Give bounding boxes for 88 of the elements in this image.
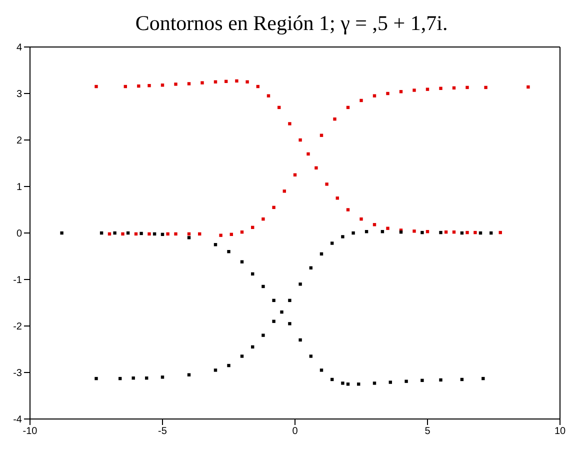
point bbox=[288, 298, 292, 302]
x-tick-label: -5 bbox=[158, 426, 168, 438]
point bbox=[174, 232, 178, 236]
point bbox=[266, 94, 270, 98]
point bbox=[166, 232, 170, 236]
chart-title: Contornos en Región 1; γ = ,5 + 1,7i. bbox=[134, 10, 449, 37]
point bbox=[272, 298, 276, 302]
point bbox=[160, 376, 164, 379]
point bbox=[372, 94, 376, 98]
point bbox=[187, 236, 191, 240]
point bbox=[174, 82, 178, 86]
x-tick-label: 10 bbox=[554, 426, 566, 438]
point bbox=[306, 152, 310, 156]
point bbox=[227, 364, 230, 368]
point bbox=[388, 380, 392, 384]
point bbox=[235, 79, 238, 83]
point bbox=[200, 81, 204, 84]
point bbox=[439, 86, 442, 90]
point bbox=[113, 231, 116, 235]
point bbox=[482, 376, 485, 380]
point bbox=[148, 232, 151, 236]
point bbox=[272, 320, 276, 323]
point bbox=[420, 378, 424, 382]
point bbox=[272, 206, 276, 210]
point bbox=[282, 190, 286, 193]
point bbox=[386, 226, 390, 230]
x-tick-label: 0 bbox=[292, 426, 298, 438]
point bbox=[148, 84, 151, 88]
point bbox=[474, 230, 477, 234]
point bbox=[262, 284, 265, 288]
point bbox=[325, 182, 328, 186]
point bbox=[412, 230, 416, 233]
x-tick-label: -10 bbox=[22, 426, 38, 438]
point bbox=[420, 230, 424, 234]
y-tick-label: 4 bbox=[16, 42, 22, 54]
point bbox=[214, 368, 218, 372]
y-tick-label: 3 bbox=[16, 89, 22, 100]
point bbox=[187, 373, 191, 376]
point bbox=[298, 338, 302, 342]
point bbox=[360, 98, 363, 102]
point bbox=[298, 138, 302, 142]
point bbox=[466, 230, 469, 234]
point bbox=[298, 282, 302, 286]
point bbox=[426, 88, 430, 91]
point bbox=[526, 85, 530, 89]
point bbox=[439, 230, 442, 234]
point bbox=[288, 122, 292, 126]
point bbox=[288, 322, 292, 326]
point bbox=[262, 334, 265, 337]
y-tick-label: -1 bbox=[13, 275, 22, 286]
point bbox=[140, 232, 143, 236]
point bbox=[227, 250, 230, 254]
point bbox=[320, 368, 324, 372]
point bbox=[404, 380, 408, 383]
point bbox=[262, 217, 265, 221]
point bbox=[187, 82, 191, 86]
point bbox=[466, 86, 469, 90]
point bbox=[372, 382, 376, 385]
point bbox=[246, 80, 249, 84]
point bbox=[121, 232, 124, 236]
point bbox=[439, 378, 442, 382]
y-tick-label: -4 bbox=[13, 414, 22, 426]
point bbox=[240, 260, 244, 264]
point bbox=[333, 117, 336, 121]
point bbox=[484, 86, 488, 90]
point bbox=[94, 84, 98, 88]
point bbox=[330, 242, 334, 245]
y-tick-label: 1 bbox=[16, 182, 22, 194]
point bbox=[240, 354, 244, 358]
y-tick-label: 0 bbox=[16, 228, 22, 240]
point bbox=[280, 310, 284, 314]
x-tick-label: 5 bbox=[424, 426, 431, 438]
y-tick-label: -2 bbox=[13, 322, 22, 333]
point bbox=[386, 92, 390, 96]
point bbox=[412, 88, 416, 92]
point bbox=[360, 217, 363, 221]
point bbox=[346, 208, 350, 212]
point bbox=[94, 376, 98, 380]
point bbox=[219, 234, 222, 237]
point bbox=[352, 231, 355, 235]
point bbox=[341, 382, 344, 385]
point bbox=[137, 84, 140, 88]
y-tick-label: 2 bbox=[16, 136, 22, 147]
y-tick-label: -3 bbox=[13, 368, 22, 380]
point bbox=[309, 354, 312, 358]
point bbox=[314, 166, 318, 170]
point bbox=[341, 235, 344, 238]
point bbox=[60, 231, 64, 235]
